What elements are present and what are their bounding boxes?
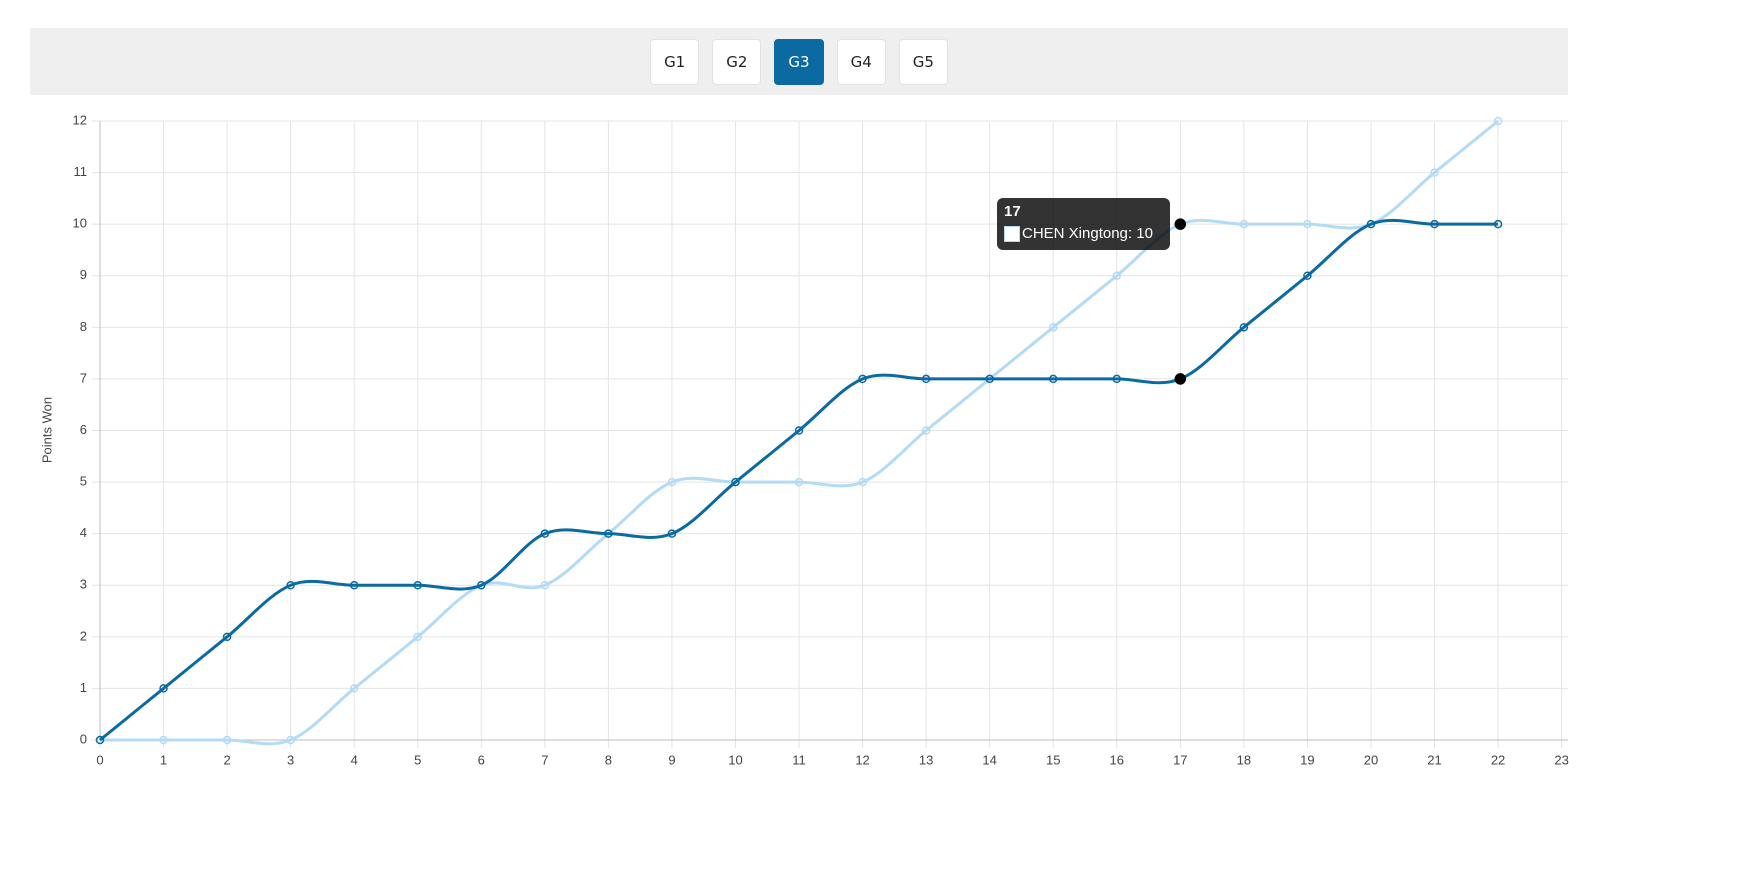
tooltip-title: 17 (1004, 203, 1021, 220)
y-tick-label: 10 (73, 216, 87, 231)
data-point (794, 426, 804, 435)
data-point (921, 374, 931, 384)
x-tick-label: 5 (414, 752, 421, 767)
data-point (1174, 373, 1187, 385)
data-point (1112, 374, 1122, 384)
x-tick-label: 0 (96, 752, 103, 767)
y-tick-label: 4 (80, 525, 87, 540)
y-tick-label: 8 (80, 319, 87, 334)
data-point (1174, 218, 1187, 230)
y-tick-label: 5 (80, 474, 87, 489)
data-point (159, 684, 168, 693)
y-tick-label: 2 (80, 628, 87, 643)
data-point (604, 529, 613, 538)
x-tick-label: 10 (728, 752, 742, 767)
x-tick-label: 11 (792, 752, 806, 767)
data-point (858, 374, 867, 384)
data-point (1239, 219, 1249, 229)
data-point (1430, 219, 1439, 229)
data-point (1048, 323, 1058, 332)
x-tick-label: 16 (1110, 752, 1124, 767)
x-tick-label: 9 (668, 752, 675, 767)
data-point (731, 477, 740, 487)
x-tick-label: 1 (160, 752, 167, 767)
data-point (477, 581, 486, 590)
data-point (95, 735, 105, 745)
data-point (222, 632, 232, 642)
data-point (985, 374, 994, 384)
y-tick-label: 7 (80, 370, 87, 385)
series-line (99, 218, 1499, 742)
data-point (858, 477, 867, 487)
data-point (159, 735, 168, 745)
x-tick-label: 3 (287, 752, 294, 767)
x-tick-label: 15 (1046, 752, 1060, 767)
x-tick-label: 21 (1427, 752, 1441, 767)
tooltip-swatch (1004, 225, 1020, 242)
data-point (794, 477, 804, 487)
data-point (1303, 219, 1312, 229)
y-axis-label: Points Won (39, 397, 54, 463)
data-point (921, 426, 931, 435)
data-point (349, 581, 359, 590)
tooltip: 17 CHEN Xingtong: 10 (997, 198, 1170, 250)
x-tick-label: 12 (855, 752, 869, 767)
x-tick-label: 7 (541, 752, 548, 767)
tab-button[interactable]: G5 (898, 38, 948, 85)
tab-button[interactable]: G1 (650, 38, 700, 85)
data-point (667, 477, 677, 487)
x-tick-label: 20 (1364, 752, 1378, 767)
data-point (667, 529, 677, 538)
y-tick-label: 3 (80, 577, 87, 592)
x-tick-label: 18 (1237, 752, 1251, 767)
data-point (540, 581, 550, 590)
tab-button[interactable]: G2 (712, 38, 762, 85)
tooltip-label: CHEN Xingtong: 10 (1022, 225, 1153, 242)
data-point (1303, 271, 1312, 280)
data-point (222, 735, 232, 745)
x-tick-label: 17 (1173, 752, 1187, 767)
y-tick-label: 11 (74, 164, 88, 179)
data-point (286, 735, 295, 745)
data-point (413, 581, 422, 590)
tab-bar: G1 G2 G3 G4 G5 (30, 28, 1568, 95)
x-tick-label: 22 (1491, 752, 1505, 767)
tab-button[interactable]: G3 (774, 38, 824, 85)
data-point (540, 529, 550, 538)
data-point (1112, 271, 1122, 280)
data-point (1366, 219, 1376, 229)
x-tick-label: 8 (605, 752, 612, 767)
data-point (286, 581, 295, 590)
data-point (349, 684, 359, 693)
y-tick-label: 1 (80, 680, 87, 695)
data-point (1493, 116, 1503, 126)
x-tick-label: 6 (478, 752, 485, 767)
tab-button[interactable]: G4 (836, 38, 886, 85)
series-line (99, 119, 1499, 746)
data-point (1493, 219, 1503, 229)
x-tick-label: 13 (919, 752, 933, 767)
x-tick-label: 14 (982, 752, 996, 767)
tooltip-row: CHEN Xingtong: 10 (1004, 225, 1163, 242)
data-point (1048, 374, 1058, 384)
y-tick-label: 9 (80, 267, 87, 282)
x-tick-label: 23 (1554, 752, 1568, 767)
x-tick-label: 4 (351, 752, 358, 767)
data-point (1239, 323, 1249, 332)
y-tick-label: 6 (80, 422, 87, 437)
x-tick-label: 19 (1300, 752, 1314, 767)
y-tick-label: 0 (80, 731, 87, 746)
y-tick-label: 12 (73, 112, 87, 127)
data-point (1430, 168, 1439, 177)
data-point (413, 632, 422, 642)
x-tick-label: 2 (223, 752, 230, 767)
